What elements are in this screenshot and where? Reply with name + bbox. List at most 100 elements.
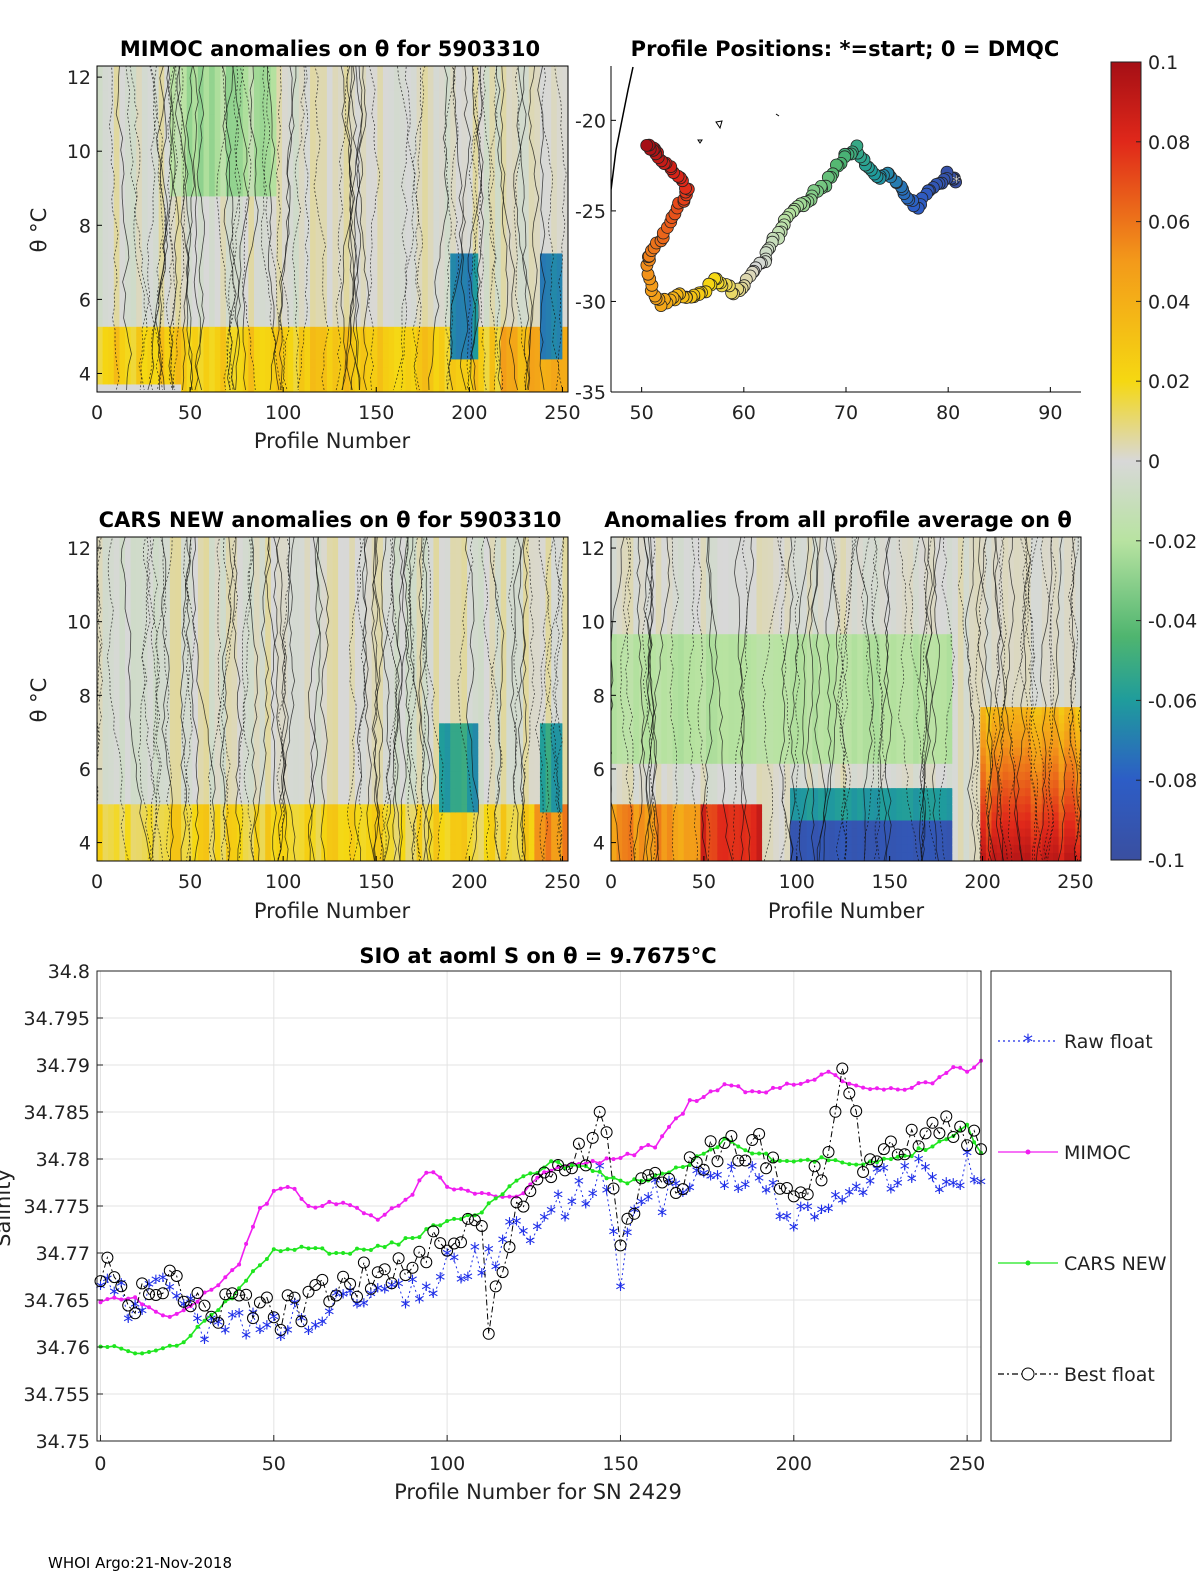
mimoc-cell [254,98,261,108]
cars-cell [108,771,115,781]
mimoc-cell [360,163,367,173]
mimoc-cell [338,90,345,100]
mimoc-cell [298,66,306,75]
cars-cell [169,634,177,643]
mimoc-cell [495,286,502,295]
mimoc-cell [439,367,446,377]
mimoc-cell [534,237,541,246]
mimoc-cell [282,326,289,336]
mimoc-cell [517,343,524,352]
mimoc-cell [343,334,350,344]
mimoc-cell [377,106,384,116]
mimoc-cell [130,212,137,222]
mimoc-cell [231,196,238,206]
mimoc-cell [472,343,479,352]
cars-cell [141,763,149,773]
mimoc-cell [478,74,485,83]
mimoc-cell [405,351,412,360]
mimoc-cell [209,310,216,320]
cars-cell [153,699,160,708]
cars-cell [231,812,238,822]
mimoc-cell [439,180,446,189]
mimoc-cell [125,131,132,140]
mimoc-cell [254,204,261,214]
cars-cell [225,820,233,830]
cars-cell [209,537,216,546]
mimoc-cell [382,212,390,222]
cars-cell [242,601,249,611]
cars-cell [113,593,121,603]
cars-cell [248,723,255,732]
mimoc-cell [97,180,104,189]
mimoc-cell [158,237,165,246]
mimoc-cell [388,147,395,157]
mimoc-cell [287,212,294,222]
mimoc-cell [422,155,429,165]
mimoc-cell [175,106,182,116]
mimoc-cell [556,302,563,312]
mimoc-cell [259,139,266,149]
cars-cell [153,852,160,861]
cars-cell [175,788,182,797]
mimoc-cell [141,180,149,189]
cars-cell [242,650,249,660]
cars-cell [164,739,171,749]
mimoc-cell [450,318,457,328]
mimoc-cell [265,334,272,344]
cars-cell [242,780,249,789]
cars-cell [203,618,210,627]
cars-cell [147,682,154,692]
cars-cell [186,771,193,781]
cars-cell [225,788,233,797]
mimoc-cell [181,131,188,140]
mimoc-cell [461,302,468,312]
mimoc-cell [304,90,311,100]
mimoc-cell [248,139,255,149]
cars-cell [153,569,160,579]
mimoc-cell [259,106,266,116]
cars-cell [153,666,160,676]
mimoc-cell [113,318,121,328]
mimoc-cell [416,237,423,246]
cars-cell [136,707,143,716]
mimoc-cell [411,245,418,255]
mimoc-cell [214,139,221,149]
mimoc-cell [343,106,350,116]
mimoc-cell [231,188,238,197]
mimoc-cell [186,155,193,165]
cars-cell [237,723,244,732]
mimoc-cell [444,114,451,124]
mimoc-cell [214,302,221,312]
mimoc-cell [298,302,306,312]
mimoc-cell [450,114,457,124]
mimoc-cell [209,294,216,303]
cars-cell [130,771,137,781]
cars-cell [136,601,143,611]
mimoc-cell [141,245,149,255]
mimoc-cell [119,326,126,336]
cars-cell [276,820,283,830]
mimoc-cell [125,90,132,100]
cars-cell [192,788,199,797]
mimoc-cell [259,310,266,320]
mimoc-cell [186,359,193,369]
mimoc-cell [495,334,502,344]
x-tick-label: 150 [358,402,394,424]
mimoc-cell [539,294,547,303]
cars-cell [282,553,289,562]
mimoc-cell [500,98,507,108]
mimoc-cell [276,204,283,214]
mimoc-cell [399,310,406,320]
cars-cell [108,585,115,595]
mimoc-cell [259,90,266,100]
cars-cell [203,852,210,861]
mimoc-cell [551,245,558,255]
mimoc-cell [366,163,373,173]
mimoc-cell [360,334,367,344]
mimoc-cell [276,82,283,92]
mimoc-cell [439,302,446,312]
mimoc-contour [340,66,356,391]
cars-cell [270,674,278,684]
mimoc-cell [147,123,154,132]
mimoc-cell [203,155,210,165]
